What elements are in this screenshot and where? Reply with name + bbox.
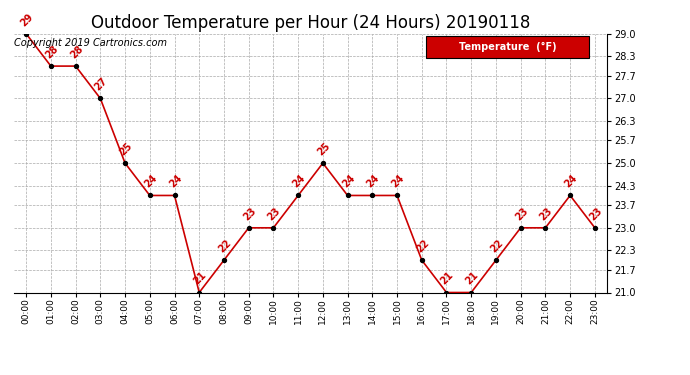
Point xyxy=(95,96,106,102)
Text: 23: 23 xyxy=(587,206,604,222)
Title: Outdoor Temperature per Hour (24 Hours) 20190118: Outdoor Temperature per Hour (24 Hours) … xyxy=(91,14,530,32)
Point xyxy=(169,192,180,198)
Point xyxy=(219,257,230,263)
Point xyxy=(144,192,155,198)
Text: 23: 23 xyxy=(266,206,283,222)
Point xyxy=(589,225,600,231)
Text: 23: 23 xyxy=(538,206,555,222)
Point xyxy=(441,290,452,296)
Text: 24: 24 xyxy=(563,173,580,190)
Text: 24: 24 xyxy=(167,173,184,190)
Point xyxy=(466,290,477,296)
Text: 22: 22 xyxy=(489,238,505,254)
Point xyxy=(367,192,378,198)
Point xyxy=(491,257,502,263)
Text: 28: 28 xyxy=(43,44,60,60)
Point xyxy=(317,160,328,166)
Text: 23: 23 xyxy=(241,206,258,222)
Point xyxy=(416,257,427,263)
Point xyxy=(540,225,551,231)
Text: 22: 22 xyxy=(414,238,431,254)
Point xyxy=(21,31,32,37)
Point xyxy=(293,192,304,198)
Text: 24: 24 xyxy=(142,173,159,190)
Text: 21: 21 xyxy=(464,270,480,286)
Text: 28: 28 xyxy=(68,44,85,60)
Text: Temperature  (°F): Temperature (°F) xyxy=(459,42,557,52)
Point xyxy=(342,192,353,198)
Point xyxy=(46,63,57,69)
Text: Copyright 2019 Cartronics.com: Copyright 2019 Cartronics.com xyxy=(14,38,168,48)
Text: 25: 25 xyxy=(315,141,332,157)
Point xyxy=(119,160,130,166)
Text: 23: 23 xyxy=(513,206,530,222)
Point xyxy=(391,192,402,198)
Text: 29: 29 xyxy=(19,11,35,28)
Point xyxy=(268,225,279,231)
Point xyxy=(194,290,205,296)
Point xyxy=(70,63,81,69)
Text: 24: 24 xyxy=(365,173,382,190)
Text: 21: 21 xyxy=(192,270,208,286)
Text: 27: 27 xyxy=(93,76,110,93)
Text: 24: 24 xyxy=(290,173,307,190)
Bar xyxy=(426,36,589,58)
Text: 22: 22 xyxy=(217,238,233,254)
Point xyxy=(243,225,254,231)
Text: 24: 24 xyxy=(390,173,406,190)
Text: 24: 24 xyxy=(340,173,357,190)
Point xyxy=(564,192,575,198)
Text: 21: 21 xyxy=(439,270,455,286)
Text: 25: 25 xyxy=(117,141,135,157)
Point xyxy=(515,225,526,231)
